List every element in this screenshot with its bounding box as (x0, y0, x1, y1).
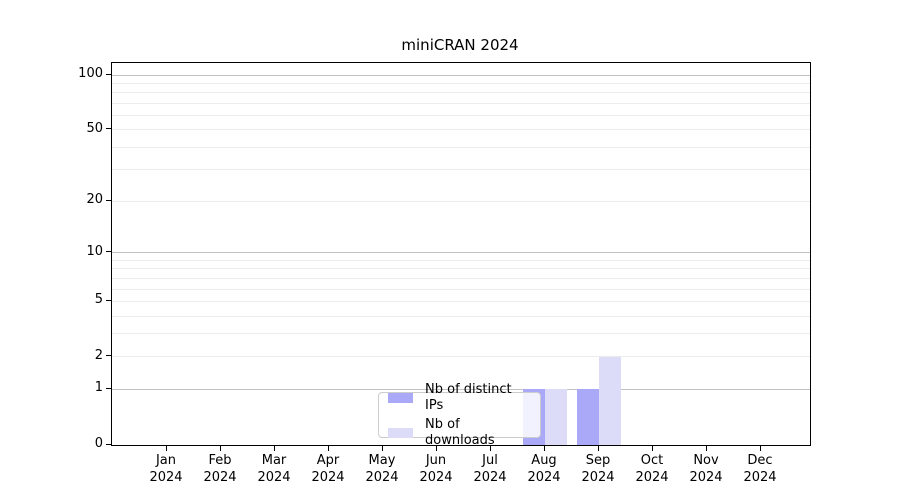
gridline-60 (112, 115, 810, 117)
y-tick-1 (106, 387, 111, 389)
y-tick-label-1: 1 (94, 380, 103, 396)
x-tick-year-sep: 2024 (581, 470, 615, 485)
x-tick-mar (273, 445, 275, 451)
x-tick-nov (705, 445, 707, 451)
x-tick-jul (489, 445, 491, 451)
y-tick-0 (106, 443, 111, 445)
x-tick-dec (759, 445, 761, 451)
gridline-6 (112, 288, 810, 290)
gridline-80 (112, 92, 810, 94)
x-tick-year-may: 2024 (365, 470, 399, 485)
y-tick-50 (106, 128, 111, 130)
legend-swatch-distinct-ips (388, 392, 413, 403)
gridline-2 (112, 356, 810, 358)
x-tick-label-aug: Aug 2024 (512, 452, 576, 486)
y-tick-label-100: 100 (78, 66, 103, 82)
gridline-8 (112, 268, 810, 270)
grid-layer (112, 63, 810, 445)
gridline-90 (112, 83, 810, 85)
x-tick-label-may: May 2024 (350, 452, 414, 486)
gridline-20 (112, 200, 810, 202)
x-tick-year-aug: 2024 (527, 470, 561, 485)
x-tick-month-feb: Feb (208, 453, 232, 468)
x-tick-label-feb: Feb 2024 (188, 452, 252, 486)
gridline-5 (112, 300, 810, 302)
legend-item-distinct-ips: Nb of distinct IPs (388, 382, 531, 414)
x-tick-label-jul: Jul 2024 (458, 452, 522, 486)
legend-label-distinct-ips: Nb of distinct IPs (425, 381, 512, 413)
gridline-3 (112, 333, 810, 335)
gridline-40 (112, 146, 810, 148)
gridline-1 (112, 388, 810, 390)
x-tick-month-jul: Jul (482, 453, 498, 468)
plot-area: Nb of distinct IPs Nb of downloads (111, 62, 811, 448)
y-tick-label-2: 2 (94, 347, 103, 363)
y-tick-label-0: 0 (94, 436, 103, 451)
y-tick-label-5: 5 (94, 292, 103, 308)
x-tick-year-mar: 2024 (257, 470, 291, 485)
gridline-30 (112, 169, 810, 171)
y-tick-label-10: 10 (86, 243, 103, 259)
x-tick-month-jan: Jan (155, 453, 177, 468)
x-tick-may (381, 445, 383, 451)
bar-sep-nb-of-downloads (599, 356, 621, 445)
x-tick-month-oct: Oct (640, 453, 664, 468)
x-tick-month-dec: Dec (747, 453, 773, 468)
x-tick-apr (327, 445, 329, 451)
x-tick-month-sep: Sep (585, 453, 611, 468)
x-tick-year-dec: 2024 (743, 470, 777, 485)
y-tick-label-20: 20 (86, 192, 103, 208)
gridline-9 (112, 260, 810, 261)
x-tick-label-oct: Oct 2024 (620, 452, 684, 486)
chart-title: miniCRAN 2024 (401, 36, 519, 54)
x-tick-oct (651, 445, 653, 451)
gridline-4 (112, 315, 810, 317)
x-tick-year-jun: 2024 (419, 470, 453, 485)
gridline-50 (112, 129, 810, 131)
x-tick-label-apr: Apr 2024 (296, 452, 360, 486)
gridline-100 (112, 74, 810, 76)
bar-aug-nb-of-downloads (545, 389, 567, 445)
x-tick-year-jul: 2024 (473, 470, 507, 485)
x-tick-jan (165, 445, 167, 451)
legend: Nb of distinct IPs Nb of downloads (378, 382, 541, 448)
gridline-70 (112, 102, 810, 104)
y-tick-100 (106, 73, 111, 75)
x-tick-label-nov: Nov 2024 (674, 452, 738, 486)
x-tick-year-nov: 2024 (689, 470, 723, 485)
x-tick-feb (219, 445, 221, 451)
x-tick-year-jan: 2024 (149, 470, 183, 485)
x-tick-month-jun: Jun (425, 453, 447, 468)
x-tick-sep (597, 445, 599, 451)
legend-label-downloads: Nb of downloads (425, 416, 495, 448)
bars-layer (112, 63, 810, 445)
y-tick-5 (106, 299, 111, 301)
x-tick-year-feb: 2024 (203, 470, 237, 485)
x-tick-jun (435, 445, 437, 451)
y-tick-2 (106, 355, 111, 357)
x-tick-label-mar: Mar 2024 (242, 452, 306, 486)
y-tick-label-50: 50 (86, 120, 103, 136)
gridline-7 (112, 277, 810, 279)
x-tick-month-nov: Nov (693, 453, 719, 468)
x-tick-label-dec: Dec 2024 (728, 452, 792, 486)
x-tick-label-jun: Jun 2024 (404, 452, 468, 486)
x-tick-month-apr: Apr (316, 453, 340, 468)
x-tick-month-mar: Mar (261, 453, 287, 468)
x-tick-year-oct: 2024 (635, 470, 669, 485)
x-tick-month-aug: Aug (531, 453, 557, 468)
x-tick-year-apr: 2024 (311, 470, 345, 485)
legend-swatch-downloads (388, 427, 413, 438)
y-tick-10 (106, 251, 111, 253)
bar-sep-nb-of-distinct-ips (577, 389, 599, 445)
y-tick-20 (106, 199, 111, 201)
x-tick-label-jan: Jan 2024 (134, 452, 198, 486)
x-tick-label-sep: Sep 2024 (566, 452, 630, 486)
legend-item-downloads: Nb of downloads (388, 417, 531, 449)
x-tick-month-may: May (368, 453, 396, 468)
gridline-10 (112, 252, 810, 254)
x-tick-aug (543, 445, 545, 451)
